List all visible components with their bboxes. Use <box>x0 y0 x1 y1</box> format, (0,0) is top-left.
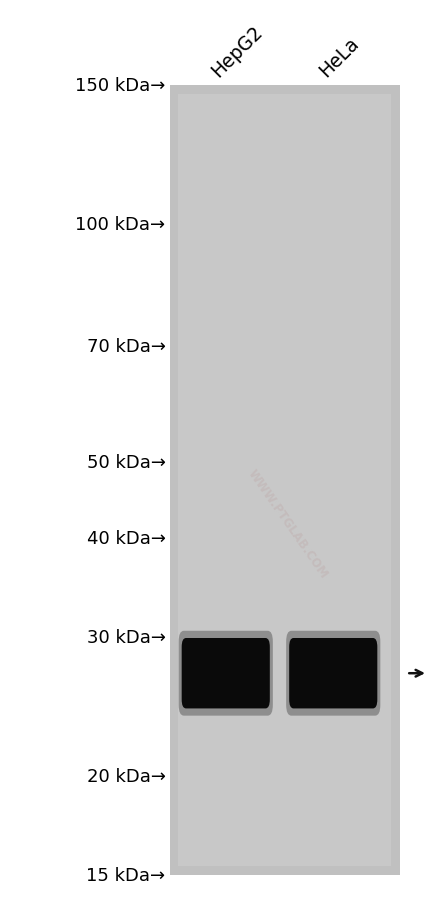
FancyBboxPatch shape <box>289 639 378 709</box>
Text: 40 kDa→: 40 kDa→ <box>86 529 166 548</box>
Text: 100 kDa→: 100 kDa→ <box>75 216 166 234</box>
Text: WWW.PTGLAB.COM: WWW.PTGLAB.COM <box>246 466 331 580</box>
Text: HepG2: HepG2 <box>208 23 267 81</box>
FancyBboxPatch shape <box>181 639 270 709</box>
Text: 20 kDa→: 20 kDa→ <box>86 768 166 786</box>
Text: 50 kDa→: 50 kDa→ <box>86 454 166 471</box>
Text: 150 kDa→: 150 kDa→ <box>75 77 166 95</box>
FancyBboxPatch shape <box>286 631 380 716</box>
Text: 30 kDa→: 30 kDa→ <box>86 629 166 647</box>
Text: HeLa: HeLa <box>316 34 362 81</box>
FancyBboxPatch shape <box>179 631 273 716</box>
Text: 15 kDa→: 15 kDa→ <box>86 866 166 884</box>
FancyBboxPatch shape <box>170 86 400 875</box>
Text: 70 kDa→: 70 kDa→ <box>86 338 166 356</box>
FancyBboxPatch shape <box>178 95 391 866</box>
